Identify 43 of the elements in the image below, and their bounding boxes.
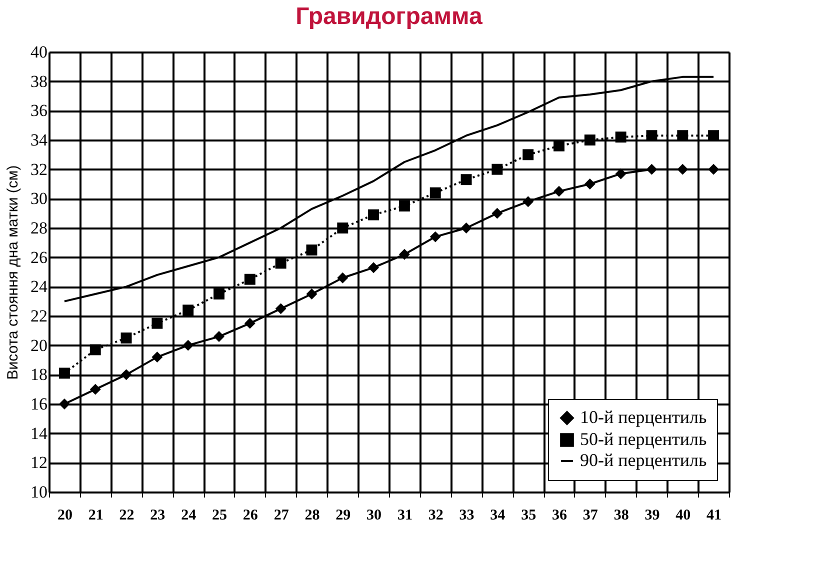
- x-tick-label: 29: [336, 508, 351, 524]
- y-tick-label: 12: [30, 453, 48, 472]
- x-tick-label: 37: [582, 508, 598, 524]
- legend-label: 90-й перцентиль: [580, 450, 707, 470]
- y-tick-label: 36: [30, 101, 48, 120]
- x-tick-label: 34: [490, 508, 506, 524]
- x-tick-label: 39: [644, 508, 660, 524]
- x-tick-label: 22: [119, 508, 134, 524]
- y-axis-title: Висота стояння дна матки (см): [4, 165, 22, 380]
- x-tick-label: 23: [150, 508, 166, 524]
- x-tick-label: 24: [181, 508, 197, 524]
- x-tick-label: 28: [304, 508, 320, 524]
- x-tick-label: 35: [521, 508, 536, 524]
- y-tick-label: 28: [30, 218, 48, 238]
- y-tick-label: 16: [30, 394, 48, 414]
- x-tick-label: 25: [212, 508, 227, 524]
- x-tick-label: 33: [459, 508, 474, 524]
- y-tick-label: 24: [30, 277, 48, 296]
- y-tick-label: 34: [30, 130, 48, 150]
- x-tick-label: 32: [428, 508, 444, 524]
- y-tick-label: 32: [30, 160, 48, 179]
- x-tick-label: 21: [88, 508, 104, 524]
- y-tick-label: 18: [30, 365, 48, 384]
- y-tick-label: 20: [30, 336, 48, 355]
- y-tick-label: 30: [30, 189, 48, 208]
- x-tick-label: 20: [57, 508, 72, 524]
- y-tick-label: 40: [30, 42, 48, 62]
- y-tick-label: 10: [30, 482, 48, 502]
- x-tick-label: 27: [274, 508, 290, 524]
- x-tick-label: 41: [706, 508, 722, 524]
- x-tick-label: 36: [552, 508, 568, 524]
- y-tick-label: 22: [30, 306, 48, 326]
- legend-label: 10-й перцентиль: [580, 407, 707, 427]
- chart-title: Гравидограмма: [296, 3, 483, 30]
- y-tick-label: 26: [30, 248, 48, 267]
- x-tick-label: 26: [242, 508, 258, 524]
- x-tick-label: 40: [676, 508, 691, 524]
- y-tick-label: 14: [30, 424, 48, 443]
- y-tick-label: 38: [30, 72, 48, 91]
- x-tick-label: 31: [397, 508, 412, 524]
- legend-label: 50-й перцентиль: [580, 429, 707, 449]
- x-tick-label: 38: [614, 508, 629, 524]
- x-tick-label: 30: [366, 508, 382, 524]
